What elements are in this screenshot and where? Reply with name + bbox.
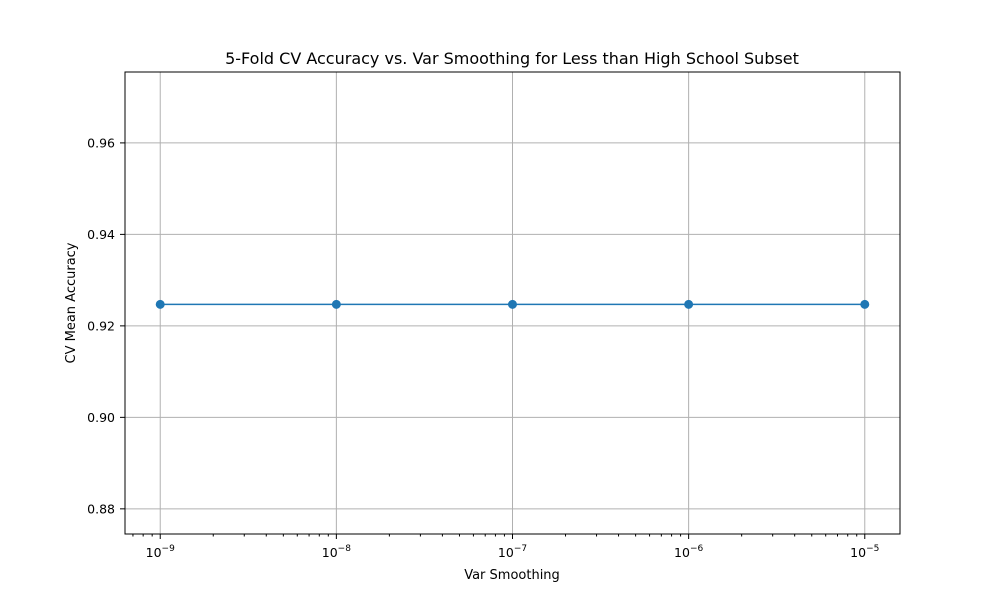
- y-tick-label: 0.90: [87, 410, 115, 425]
- chart-title: 5-Fold CV Accuracy vs. Var Smoothing for…: [225, 49, 799, 68]
- x-tick-label: 10−6: [674, 544, 703, 560]
- x-tick-label: 10−7: [498, 544, 527, 560]
- data-point: [155, 299, 165, 309]
- data-point: [331, 299, 341, 309]
- y-axis-label: CV Mean Accuracy: [64, 242, 79, 363]
- y-tick-label: 0.92: [87, 318, 115, 333]
- data-point: [684, 299, 694, 309]
- x-tick-label: 10−9: [146, 544, 175, 560]
- series-layer: [155, 299, 870, 309]
- y-tick-label: 0.94: [87, 227, 115, 242]
- data-point: [860, 299, 870, 309]
- y-axis: 0.88 0.90 0.92 0.94 0.96: [87, 135, 125, 516]
- x-tick-label: 10−8: [322, 544, 351, 560]
- y-tick-label: 0.88: [87, 501, 115, 516]
- y-tick-label: 0.96: [87, 135, 115, 150]
- x-tick-label: 10−5: [850, 544, 879, 560]
- x-axis-label: Var Smoothing: [464, 568, 560, 583]
- x-axis: 10−9 10−8 10−7 10−6 10−5: [132, 534, 879, 560]
- data-point: [508, 299, 517, 309]
